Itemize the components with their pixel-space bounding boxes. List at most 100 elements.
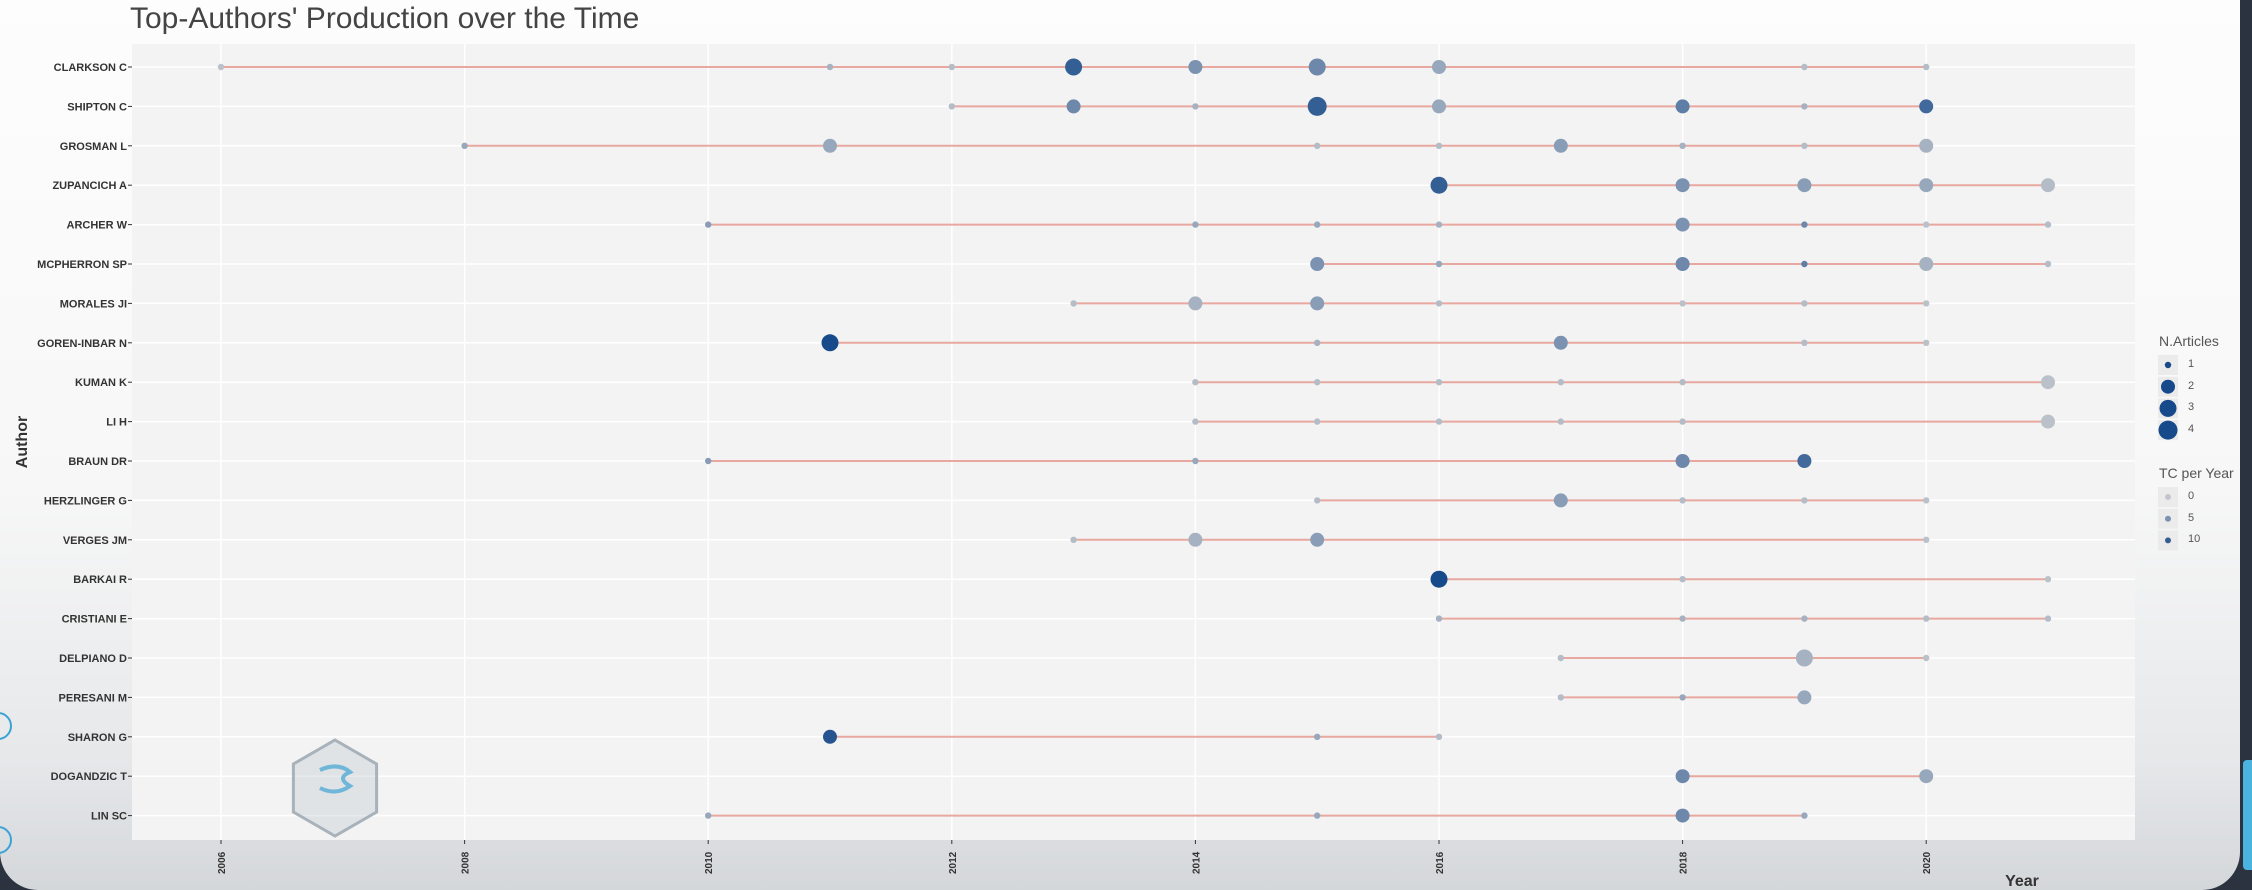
data-point [1314, 812, 1321, 819]
x-tick-label: 2014 [1191, 851, 1202, 874]
data-point [1192, 221, 1199, 228]
data-point [2044, 615, 2052, 622]
data-point [1430, 176, 1448, 194]
data-point [1795, 649, 1813, 667]
legend-color-key [2165, 515, 2171, 522]
data-point [1801, 221, 1808, 228]
data-point [1314, 221, 1321, 228]
data-point [1923, 339, 1930, 346]
x-tick-label: 2006 [217, 851, 228, 874]
data-point [1314, 379, 1321, 386]
data-point [1923, 497, 1930, 504]
y-tick-label: PERESANI M [59, 692, 127, 704]
data-point [2041, 414, 2055, 429]
x-tick-label: 2020 [1922, 851, 1933, 874]
data-point [2041, 375, 2055, 390]
data-point [826, 63, 834, 71]
x-tick-label: 2016 [1435, 851, 1446, 874]
y-tick-label: KUMAN K [75, 377, 127, 389]
data-point [705, 812, 712, 819]
data-point [1435, 221, 1443, 228]
data-point [1923, 63, 1930, 71]
legend-color-label: 5 [2188, 511, 2195, 524]
x-tick-label: 2012 [948, 851, 959, 874]
data-point [1192, 418, 1199, 425]
data-point [1308, 58, 1326, 76]
data-point [1430, 570, 1448, 588]
y-tick-label: DELPIANO D [59, 653, 127, 665]
data-point [1801, 615, 1808, 622]
data-point [1192, 103, 1199, 110]
legend-tc-per-year-title: TC per Year [2159, 465, 2234, 481]
data-point [823, 138, 837, 153]
data-point [948, 63, 955, 71]
data-point [1923, 654, 1930, 662]
data-point [1679, 615, 1686, 622]
data-point [1801, 103, 1808, 110]
data-point [1797, 690, 1812, 705]
data-point [1919, 99, 1934, 114]
data-point [1435, 379, 1443, 386]
y-tick-label: LIN SC [91, 811, 127, 823]
x-tick-label: 2008 [461, 851, 472, 874]
data-point [1679, 300, 1686, 307]
data-point [1314, 339, 1321, 346]
data-point [1801, 339, 1808, 346]
legend-size-key [2161, 379, 2175, 394]
data-point [1675, 454, 1690, 468]
data-point [1923, 300, 1930, 307]
data-point [1557, 694, 1565, 701]
y-tick-label: DOGANDZIC T [51, 771, 128, 783]
data-point [1314, 142, 1321, 149]
legend-size-key [2158, 420, 2178, 440]
data-point [1675, 808, 1690, 823]
plot-panel [132, 44, 2135, 840]
data-point [1314, 733, 1321, 740]
legend-size-label: 2 [2188, 379, 2195, 392]
data-point [1675, 178, 1690, 193]
data-point [1553, 138, 1568, 153]
data-point [1188, 60, 1203, 74]
window-edge-accent [2243, 760, 2252, 870]
legend-size-key [2159, 399, 2177, 417]
data-point [1314, 497, 1321, 504]
chart-title: Top-Authors' Production over the Time [130, 2, 640, 35]
data-point [1310, 532, 1325, 547]
data-point [1307, 96, 1327, 116]
data-point [1923, 615, 1930, 622]
legend-size-key [2164, 361, 2172, 369]
y-tick-label: CLARKSON C [54, 62, 127, 74]
data-point [1797, 178, 1812, 193]
x-axis-title: Year [2005, 873, 2039, 890]
data-point [1801, 497, 1808, 504]
data-point [217, 63, 225, 71]
data-point [1679, 418, 1686, 425]
data-point [1675, 99, 1690, 114]
data-point [1675, 217, 1690, 232]
data-point [2044, 221, 2052, 228]
y-tick-label: CRISTIANI E [62, 614, 127, 626]
legend-n-articles-title: N.Articles [2159, 333, 2219, 349]
data-point [1070, 536, 1077, 543]
y-tick-label: SHIPTON C [67, 101, 127, 113]
legend-size-label: 4 [2188, 423, 2195, 436]
x-tick-label: 2010 [704, 851, 715, 874]
data-point [1435, 615, 1443, 622]
y-tick-label: VERGES JM [63, 535, 127, 547]
y-tick-label: ARCHER W [67, 220, 128, 232]
y-tick-label: GROSMAN L [60, 141, 128, 153]
data-point [461, 142, 468, 149]
y-axis-title: Author [14, 416, 31, 468]
data-point [1679, 142, 1686, 149]
data-point [1557, 654, 1565, 662]
data-point [1310, 257, 1325, 271]
data-point [1065, 58, 1083, 76]
data-point [2041, 178, 2055, 193]
data-point [1679, 497, 1686, 504]
data-point [1923, 536, 1930, 543]
data-point [1435, 260, 1443, 268]
data-point [1435, 300, 1443, 307]
data-point [1919, 769, 1934, 784]
data-point [1435, 142, 1443, 149]
